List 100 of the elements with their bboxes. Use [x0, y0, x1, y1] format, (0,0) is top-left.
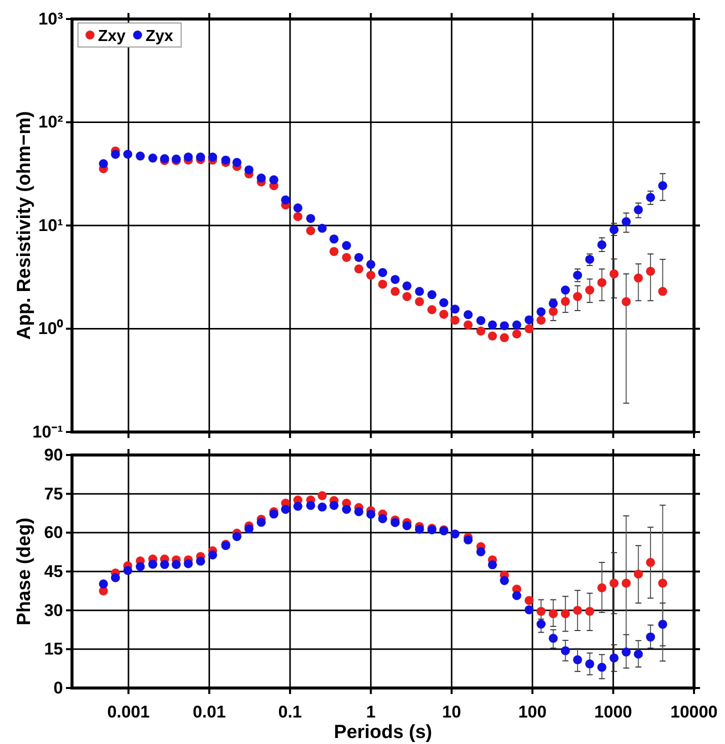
point [329, 246, 339, 256]
y-tick-label: 90 [44, 445, 63, 464]
point [548, 306, 558, 316]
point [378, 268, 388, 278]
point [269, 510, 278, 519]
point [414, 524, 424, 534]
point [476, 316, 486, 326]
point [488, 320, 497, 330]
y-tick-label: 45 [44, 562, 63, 581]
point [318, 224, 327, 233]
y-tick-label: 0 [54, 678, 63, 698]
point [646, 558, 656, 567]
point [500, 576, 509, 586]
point [573, 292, 582, 302]
point [560, 286, 570, 295]
y-tick-label: 10¹ [38, 216, 64, 235]
point [610, 653, 619, 662]
point [293, 502, 302, 511]
point [622, 297, 631, 306]
point [329, 234, 339, 244]
point [98, 159, 108, 168]
point [244, 524, 254, 534]
point [196, 556, 206, 566]
x-tick-label: 1000 [594, 702, 632, 722]
point [450, 529, 460, 538]
point [597, 278, 606, 288]
point [622, 217, 631, 226]
point [123, 150, 132, 159]
y-axis-title: Phase (deg) [14, 518, 35, 626]
point [110, 150, 120, 159]
point [293, 212, 302, 222]
point [646, 266, 656, 276]
point [402, 281, 412, 290]
point [658, 620, 668, 629]
point [390, 286, 400, 296]
point [536, 606, 546, 616]
point [208, 550, 218, 560]
point [500, 333, 509, 342]
point [196, 152, 206, 162]
point [269, 175, 278, 184]
point [414, 297, 424, 306]
point [98, 579, 108, 588]
point [232, 532, 242, 542]
point [585, 254, 594, 264]
point [148, 560, 158, 569]
point [476, 547, 486, 556]
point [281, 195, 290, 204]
point [476, 326, 486, 336]
point [622, 648, 631, 657]
point [548, 634, 558, 643]
point [548, 609, 558, 618]
y-tick-label: 10⁻¹ [32, 422, 64, 442]
point [342, 252, 352, 262]
point [184, 152, 193, 162]
point [634, 274, 643, 283]
point [306, 214, 316, 223]
point [439, 310, 448, 319]
point [658, 181, 668, 190]
y-tick-label: 15 [44, 640, 63, 659]
point [366, 270, 376, 280]
point [414, 286, 424, 296]
point [342, 504, 352, 514]
point [366, 510, 376, 519]
point [512, 320, 522, 330]
point [354, 507, 364, 516]
point [450, 316, 460, 325]
point [464, 310, 473, 320]
x-tick-label: 1 [366, 702, 376, 722]
point [329, 500, 339, 510]
y-tick-label: 30 [44, 600, 63, 620]
point [597, 240, 606, 250]
x-tick-label: 0.01 [192, 702, 226, 722]
x-tick-label: 100 [518, 702, 547, 722]
y-tick-label: 60 [44, 523, 63, 542]
point [560, 609, 570, 618]
point [524, 324, 534, 334]
point [646, 632, 656, 642]
point [402, 521, 412, 530]
point [488, 560, 497, 570]
point [610, 578, 619, 588]
point [548, 298, 558, 308]
point [464, 320, 473, 330]
point [306, 226, 316, 236]
x-tick-label: 0.1 [278, 702, 302, 722]
point [390, 274, 400, 284]
point [354, 252, 364, 262]
point [427, 305, 436, 314]
point [439, 298, 448, 308]
point [306, 500, 316, 510]
point [536, 620, 546, 629]
point [366, 260, 376, 269]
point [585, 286, 594, 295]
point [512, 591, 522, 600]
point [464, 535, 473, 544]
point [560, 296, 570, 306]
x-tick-label: 0.001 [107, 702, 150, 722]
point [232, 158, 242, 167]
point [573, 606, 582, 615]
y-tick-label: 75 [44, 484, 63, 504]
point [488, 332, 497, 341]
